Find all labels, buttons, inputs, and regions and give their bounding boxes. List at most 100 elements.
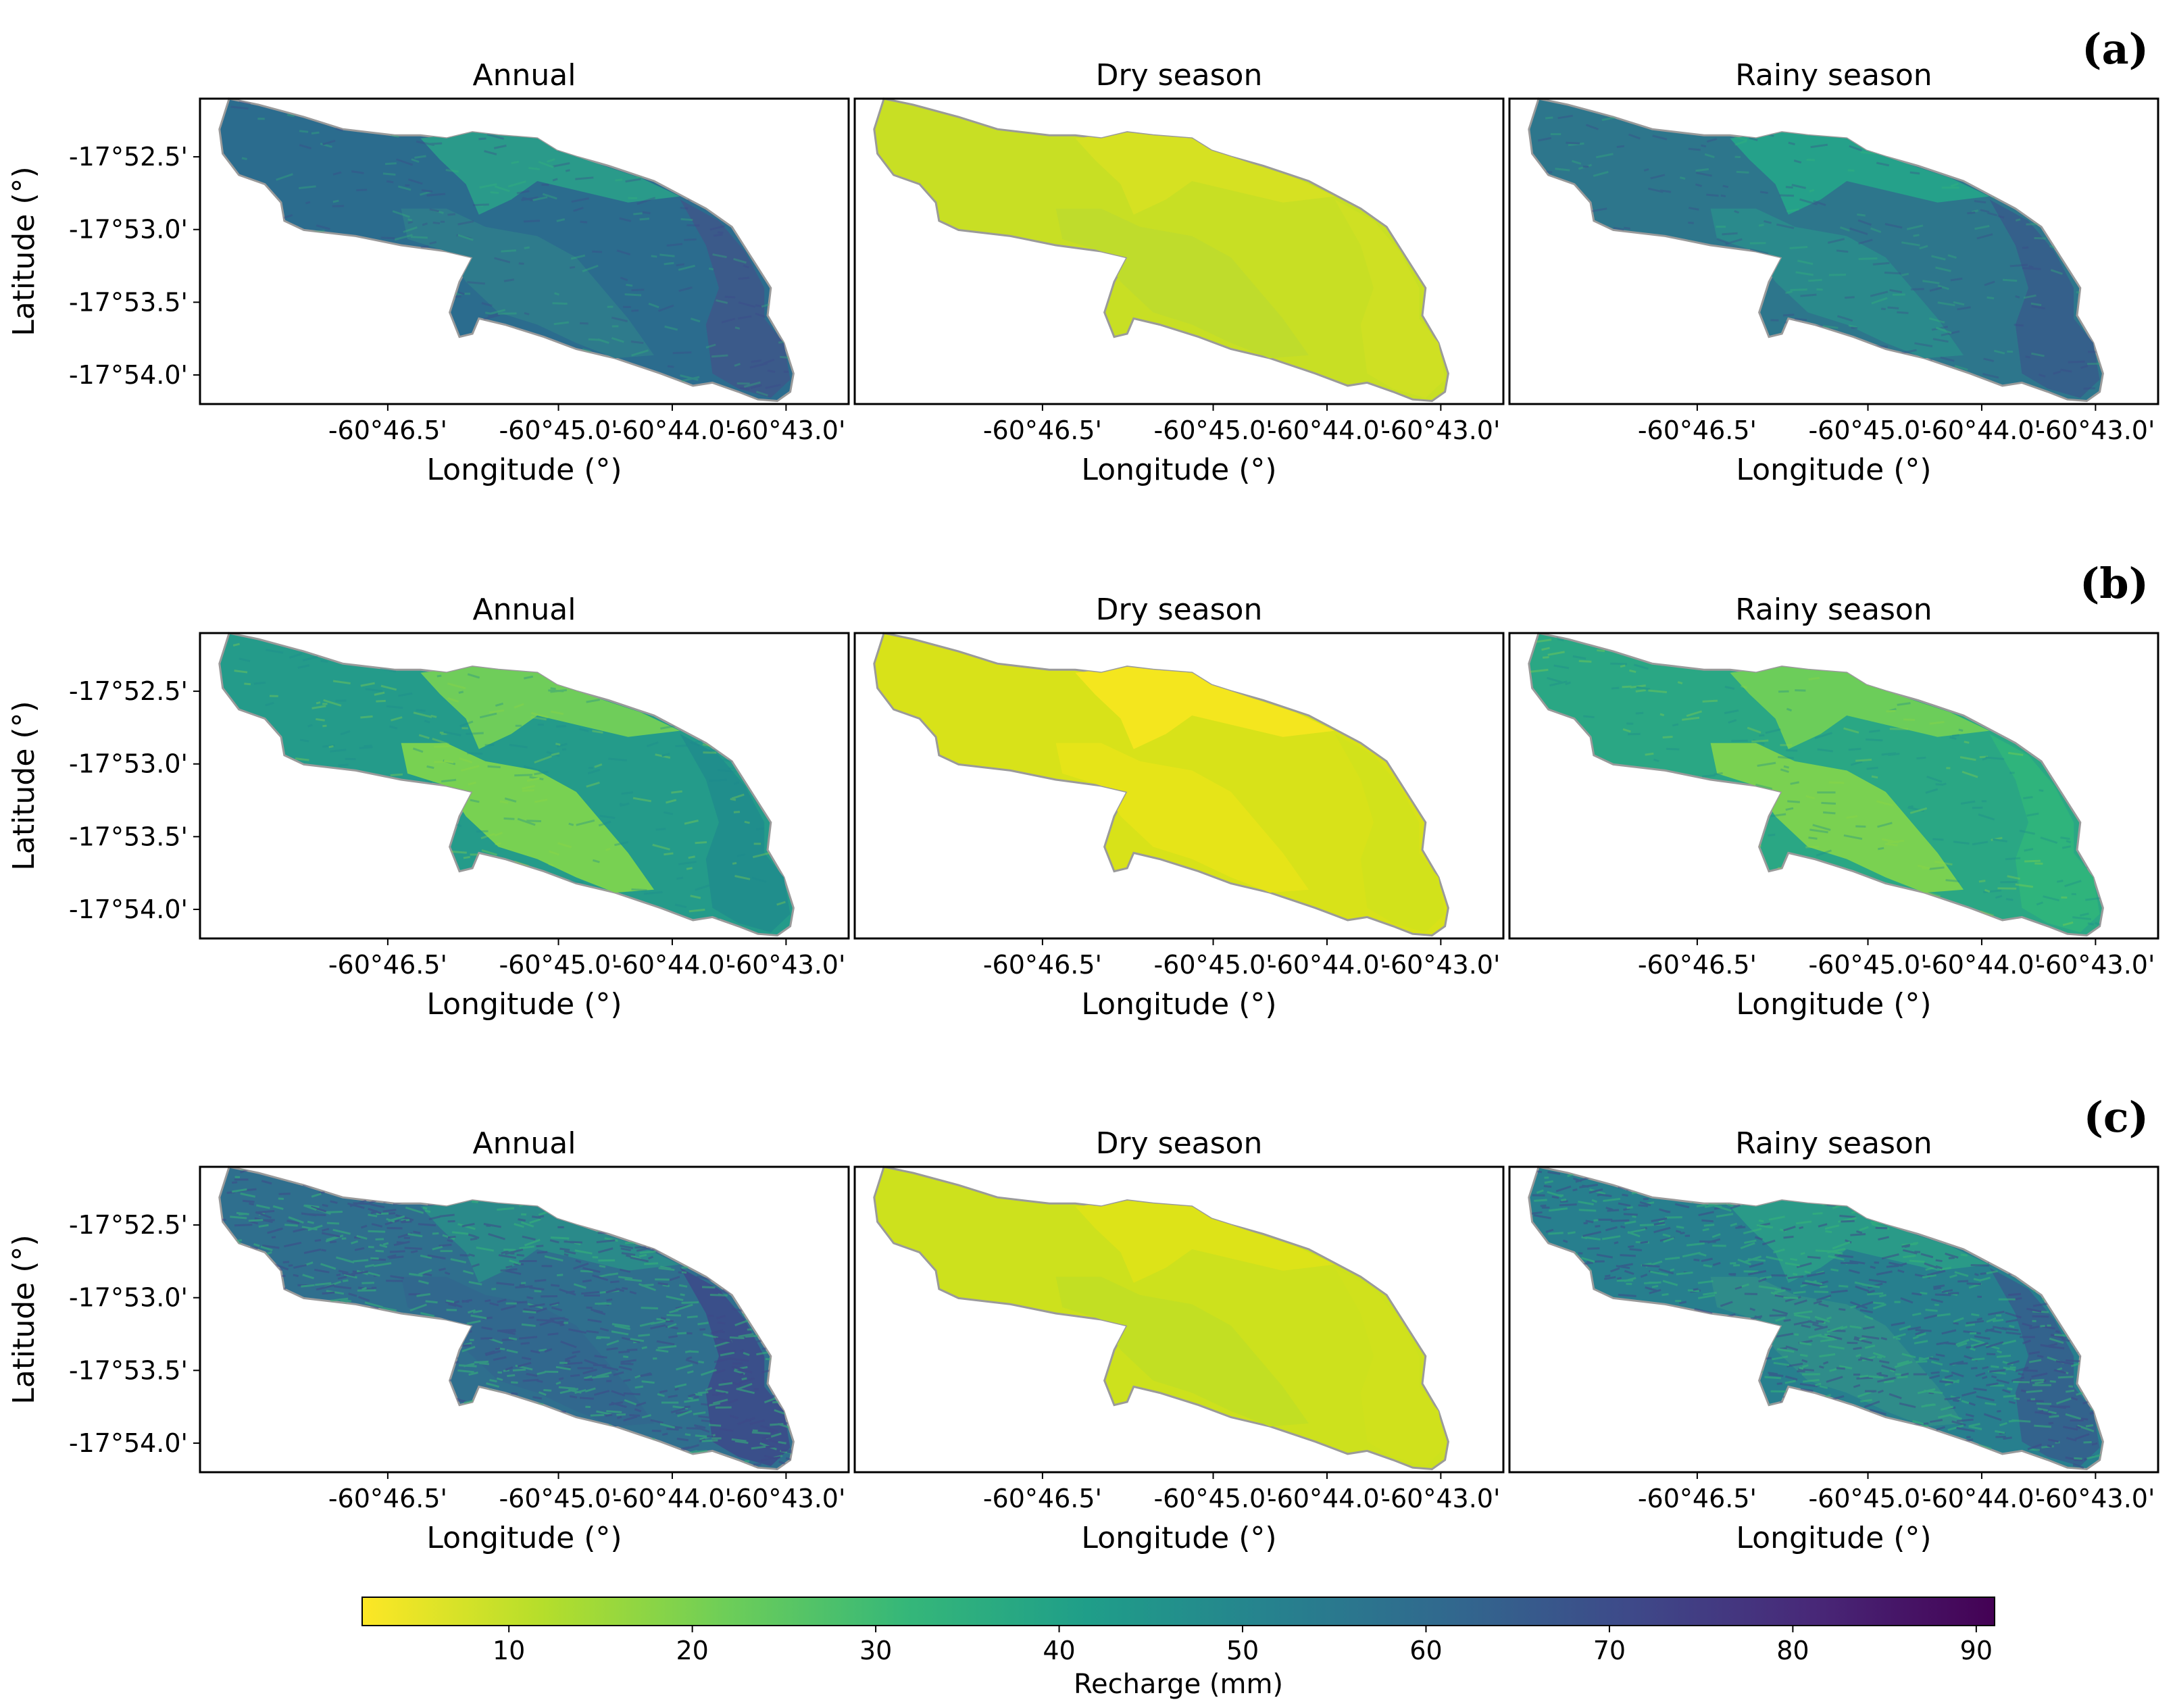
x-axis-label: Longitude (°) <box>426 987 622 1022</box>
panel-title: Dry season <box>1096 1126 1263 1161</box>
zone-north-ridge <box>420 1200 680 1283</box>
zone-central-lobe <box>1055 743 1309 893</box>
zone-north-ridge <box>1730 132 1990 215</box>
x-tick-label: -60°43.0' <box>1381 416 1500 445</box>
axes-frame <box>1508 97 2159 405</box>
colorbar-label: Recharge (mm) <box>1074 1669 1283 1700</box>
axes-frame <box>1508 632 2159 940</box>
x-tick-label: -60°45.0' <box>1153 416 1272 445</box>
x-tick-label: -60°44.0' <box>1268 416 1386 445</box>
y-tick-label: -17°54.0' <box>69 360 188 390</box>
row-label: (b) <box>2080 559 2149 608</box>
colorbar-tick-label: 40 <box>1043 1636 1075 1665</box>
zone-north-ridge <box>1075 1200 1335 1283</box>
x-tick-label: -60°45.0' <box>1808 1484 1927 1513</box>
x-tick-label: -60°43.0' <box>726 416 845 445</box>
x-tick-label: -60°44.0' <box>1268 950 1386 980</box>
recharge-zones <box>1055 666 1445 932</box>
map-panel: Rainy season -60°46.5' -60°45.0'-60°44.0'-… <box>1508 58 2159 487</box>
panel-title: Dry season <box>1096 58 1263 93</box>
panels-layer: (a)Annual-60°46.5' -60°45.0'-60°44.0'-60°… <box>7 24 2159 1555</box>
x-tick-label: -60°45.0' <box>1153 1484 1272 1513</box>
panel-title: Annual <box>473 593 576 627</box>
x-tick-label: -60°43.0' <box>1381 1484 1500 1513</box>
x-tick-label: -60°46.5' <box>328 416 447 445</box>
y-tick-label: -17°54.0' <box>69 895 188 924</box>
recharge-zones <box>401 132 791 398</box>
x-tick-label: -60°45.0' <box>1808 416 1927 445</box>
colorbar: 10 20 30 40 50 60 70 80 90 Recharge (mm) <box>361 1597 1995 1700</box>
axes-frame <box>853 632 1505 940</box>
x-tick-label: -60°44.0' <box>1922 1484 2041 1513</box>
axes-frame <box>199 632 850 940</box>
panel-title: Rainy season <box>1735 593 1932 627</box>
colorbar-tick-label: 20 <box>676 1636 708 1665</box>
map-panel: Rainy season -60°46.5' -60°45.0'-60°44.0'-… <box>1508 593 2159 1022</box>
recharge-zones <box>1710 132 2100 398</box>
x-axis-label: Longitude (°) <box>426 1521 622 1555</box>
zone-north-ridge <box>1075 132 1335 215</box>
x-tick-label: -60°46.5' <box>983 950 1102 980</box>
axes-frame <box>199 97 850 405</box>
x-tick-label: -60°43.0' <box>726 950 845 980</box>
figure-row-c: (c)Annual-60°46.5' -60°45.0'-60°44.0'-60°… <box>7 1092 2159 1555</box>
y-tick-label: -17°53.5' <box>69 1355 188 1385</box>
x-tick-label: -60°44.0' <box>613 950 732 980</box>
x-tick-label: -60°44.0' <box>1922 416 2041 445</box>
y-tick-label: -17°53.0' <box>69 215 188 245</box>
zone-central-lobe <box>401 743 654 893</box>
recharge-zones <box>1055 1200 1445 1466</box>
y-axis-label: Latitude (°) <box>7 166 41 336</box>
zone-central-lobe <box>1055 1276 1309 1427</box>
x-tick-label: -60°44.0' <box>1268 1484 1386 1513</box>
x-tick-label: -60°46.5' <box>1638 1484 1757 1513</box>
x-tick-label: -60°45.0' <box>1808 950 1927 980</box>
x-tick-label: -60°44.0' <box>613 1484 732 1513</box>
colorbar-tick-label: 60 <box>1409 1636 1442 1665</box>
y-axis-label: Latitude (°) <box>7 1234 41 1404</box>
zone-east-end <box>1989 734 2100 932</box>
x-axis-label: Longitude (°) <box>1736 453 1931 487</box>
y-tick-label: -17°54.0' <box>69 1428 188 1458</box>
x-tick-label: -60°45.0' <box>499 1484 618 1513</box>
map-panel: Rainy season -60°46.5' -60°45.0'-60°44.0'-… <box>1508 1126 2159 1555</box>
x-tick-label: -60°43.0' <box>2036 950 2155 980</box>
zone-central-lobe <box>1710 1276 1964 1427</box>
panel-title: Annual <box>473 1126 576 1161</box>
map-panel: Annual -60°46.5' -60°45.0'-60°44.0'-60°43.… <box>7 593 850 1022</box>
map-panel: Dry season -60°46.5' -60°45.0'-60°44.0'-60… <box>853 593 1505 1022</box>
zone-east-end <box>1989 199 2100 398</box>
colorbar-tick-label: 70 <box>1593 1636 1626 1665</box>
y-tick-label: -17°53.0' <box>69 749 188 779</box>
panel-title: Rainy season <box>1735 58 1932 93</box>
x-tick-label: -60°44.0' <box>1922 950 2041 980</box>
x-axis-label: Longitude (°) <box>1081 1521 1276 1555</box>
axes-frame <box>199 1165 850 1474</box>
zone-east-end <box>680 199 791 398</box>
zone-north-ridge <box>1075 666 1335 749</box>
y-tick-label: -17°52.5' <box>69 142 188 172</box>
colorbar-tick-label: 50 <box>1226 1636 1259 1665</box>
y-tick-label: -17°52.5' <box>69 1210 188 1240</box>
figure-row-b: (b)Annual-60°46.5' -60°45.0'-60°44.0'-60°… <box>7 559 2159 1022</box>
colorbar-tick-label: 10 <box>493 1636 525 1665</box>
x-tick-label: -60°46.5' <box>328 950 447 980</box>
map-panel: Annual -60°46.5' -60°45.0'-60°44.0'-60°43.… <box>7 1126 850 1555</box>
map-panel: Dry season -60°46.5' -60°45.0'-60°44.0'-60… <box>853 58 1505 487</box>
x-tick-label: -60°45.0' <box>1153 950 1272 980</box>
x-tick-label: -60°46.5' <box>983 1484 1102 1513</box>
map-panel: Dry season -60°46.5' -60°45.0'-60°44.0'-60… <box>853 1126 1505 1555</box>
map-panel: Annual -60°46.5' -60°45.0'-60°44.0'-60°43.… <box>7 58 850 487</box>
zone-central-lobe <box>1055 208 1309 359</box>
zone-north-ridge <box>420 132 680 215</box>
colorbar-tick-label: 30 <box>859 1636 892 1665</box>
x-tick-label: -60°43.0' <box>2036 416 2155 445</box>
colorbar-tick-label: 80 <box>1776 1636 1809 1665</box>
x-tick-label: -60°45.0' <box>499 950 618 980</box>
x-tick-label: -60°43.0' <box>726 1484 845 1513</box>
zone-east-end <box>1334 1267 1445 1466</box>
zone-central-lobe <box>401 208 654 359</box>
axes-frame <box>1508 1165 2159 1474</box>
zone-north-ridge <box>420 666 680 749</box>
